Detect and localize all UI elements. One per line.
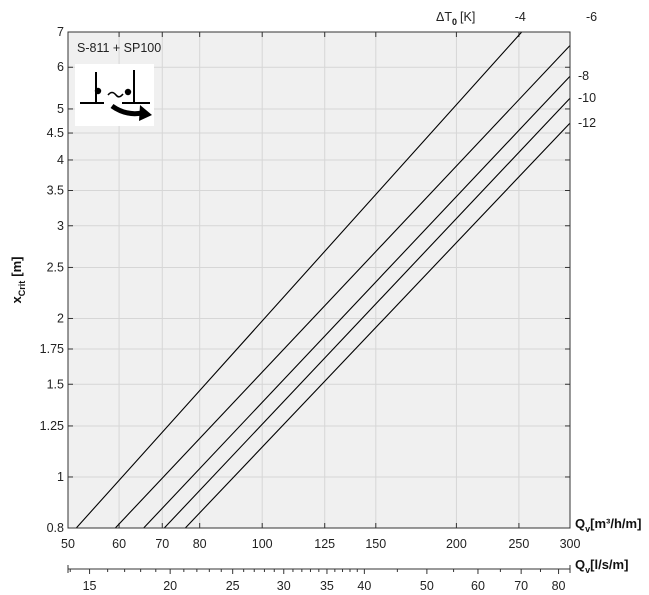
series-labels: -4 -6 -8 -10 -12 [515, 10, 597, 130]
x2-tick-label: 20 [163, 579, 177, 593]
series-line-minus8 [143, 75, 571, 529]
x2-axis-label: Qv[l/s/m] [575, 557, 628, 575]
legend-title: ΔT0 [K] [436, 10, 475, 27]
x2-tick-label: 40 [357, 579, 371, 593]
y-tick-labels: 0.8 1 1.25 1.5 1.75 2 2.5 3 3.5 4 4.5 5 6 7 [40, 25, 64, 535]
x2-tick-label: 30 [277, 579, 291, 593]
x-tick-label: 125 [314, 537, 335, 551]
y-tick-label: 3 [57, 219, 64, 233]
x-tick-label: 80 [193, 537, 207, 551]
x-tick-label: 250 [508, 537, 529, 551]
x-tick-label: 100 [252, 537, 273, 551]
y-tick-label: 2.5 [47, 260, 64, 274]
series-layer [75, 31, 571, 529]
y-tick-label: 0.8 [47, 521, 64, 535]
series-line-minus6 [114, 45, 571, 529]
x-tick-label: 150 [365, 537, 386, 551]
series-label: -8 [578, 69, 589, 83]
y-tick-label: 4.5 [47, 126, 64, 140]
y-tick-label: 5 [57, 102, 64, 116]
y-tick-label: 1 [57, 470, 64, 484]
x2-tick-label: 60 [471, 579, 485, 593]
y-tick-label: 1.25 [40, 419, 64, 433]
x2-tick-label: 50 [420, 579, 434, 593]
series-label: -4 [515, 10, 526, 24]
series-line-minus4 [75, 31, 523, 529]
series-label: -10 [578, 91, 596, 105]
series-label: -6 [586, 10, 597, 24]
x-tick-label: 60 [112, 537, 126, 551]
y-tick-label: 3.5 [47, 184, 64, 198]
y-tick-label: 2 [57, 311, 64, 325]
x2-tick-label: 15 [83, 579, 97, 593]
y-tick-label: 4 [57, 153, 64, 167]
x2-tick-label: 70 [514, 579, 528, 593]
x-tick-label: 50 [61, 537, 75, 551]
series-line-minus10 [163, 97, 571, 529]
pictogram-icon [75, 64, 154, 126]
x-axis-label: Qv[m³/h/m] [575, 516, 641, 534]
x-tick-label: 70 [155, 537, 169, 551]
y-tick-label: 1.5 [47, 377, 64, 391]
y-tick-label: 6 [57, 60, 64, 74]
x-tick-labels: 50 60 70 80 100 125 150 200 250 300 [61, 537, 580, 551]
x2-tick-label: 35 [320, 579, 334, 593]
plot-border [67, 31, 571, 529]
y-tick-label: 1.75 [40, 342, 64, 356]
series-label: -12 [578, 116, 596, 130]
x-tick-label: 200 [446, 537, 467, 551]
y-tick-label: 7 [57, 25, 64, 39]
y-axis-label: xCrit[m] [9, 257, 27, 304]
series-line-minus12 [184, 122, 571, 529]
chart-title: S-811 + SP100 [77, 41, 161, 55]
secondary-x-axis: 15 20 25 30 35 40 50 60 70 80 [67, 565, 571, 593]
x2-tick-label: 25 [226, 579, 240, 593]
x2-tick-label: 80 [552, 579, 566, 593]
x-tick-label: 300 [560, 537, 581, 551]
